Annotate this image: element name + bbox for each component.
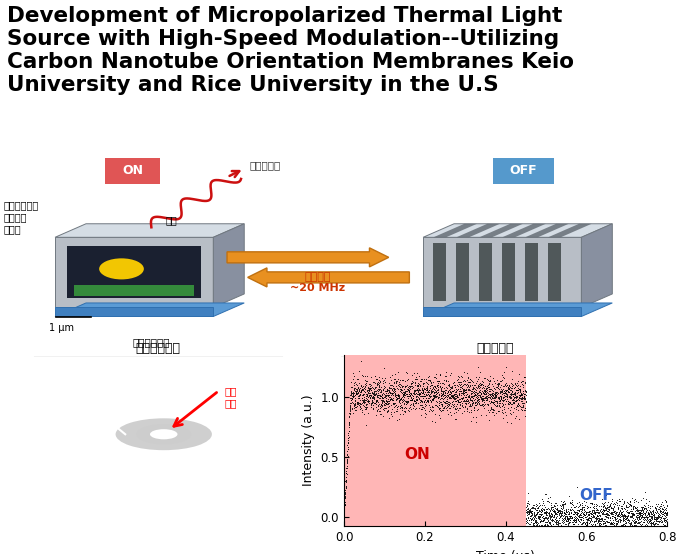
FancyArrow shape — [227, 248, 389, 267]
Text: OFF: OFF — [510, 165, 537, 177]
Polygon shape — [423, 307, 581, 316]
Polygon shape — [456, 224, 500, 237]
Text: OFF: OFF — [579, 488, 613, 503]
Polygon shape — [433, 224, 477, 237]
Polygon shape — [581, 224, 612, 307]
Ellipse shape — [116, 418, 212, 450]
Polygon shape — [55, 237, 213, 307]
Polygon shape — [55, 224, 244, 237]
Text: Development of Micropolarized Thermal Light
Source with High-Speed Modulation--U: Development of Micropolarized Thermal Li… — [7, 6, 574, 95]
Text: 高速熱発光: 高速熱発光 — [477, 342, 514, 355]
Text: ON: ON — [122, 165, 143, 177]
Text: 電極: 電極 — [165, 215, 177, 225]
Ellipse shape — [136, 424, 191, 444]
Polygon shape — [456, 243, 469, 301]
Text: シリコン基板: シリコン基板 — [133, 337, 170, 347]
X-axis label: Time (μs): Time (μs) — [476, 550, 535, 554]
Polygon shape — [548, 243, 561, 301]
Polygon shape — [423, 237, 581, 307]
Polygon shape — [423, 303, 612, 316]
Polygon shape — [55, 303, 244, 316]
FancyBboxPatch shape — [493, 158, 554, 184]
Polygon shape — [67, 247, 201, 299]
Text: 赤外
発光: 赤外 発光 — [224, 387, 237, 408]
FancyBboxPatch shape — [105, 158, 160, 184]
Text: 1 μm: 1 μm — [50, 322, 74, 332]
Ellipse shape — [99, 258, 144, 279]
Bar — [344, 355, 526, 526]
Polygon shape — [480, 224, 523, 237]
Text: カーボンナノ
チューブ
配向膜: カーボンナノ チューブ 配向膜 — [3, 199, 39, 234]
Polygon shape — [55, 307, 213, 316]
Polygon shape — [74, 285, 194, 296]
Polygon shape — [525, 243, 538, 301]
Y-axis label: Intensity (a.u.): Intensity (a.u.) — [302, 394, 315, 486]
Text: 赤外カメラ像: 赤外カメラ像 — [136, 342, 181, 355]
Text: ON: ON — [404, 447, 429, 461]
Ellipse shape — [150, 429, 178, 439]
Polygon shape — [213, 224, 244, 307]
Text: 偉光熱発光: 偉光熱発光 — [249, 161, 281, 171]
Text: 高速変調
~20 MHz: 高速変調 ~20 MHz — [290, 271, 345, 293]
FancyArrow shape — [248, 268, 409, 287]
Polygon shape — [548, 224, 592, 237]
Polygon shape — [502, 224, 546, 237]
Polygon shape — [423, 224, 612, 237]
Polygon shape — [433, 243, 446, 301]
Text: 5 μm: 5 μm — [191, 507, 217, 517]
Polygon shape — [525, 224, 569, 237]
Polygon shape — [502, 243, 515, 301]
Text: 電極: 電極 — [48, 393, 61, 403]
Polygon shape — [480, 243, 492, 301]
